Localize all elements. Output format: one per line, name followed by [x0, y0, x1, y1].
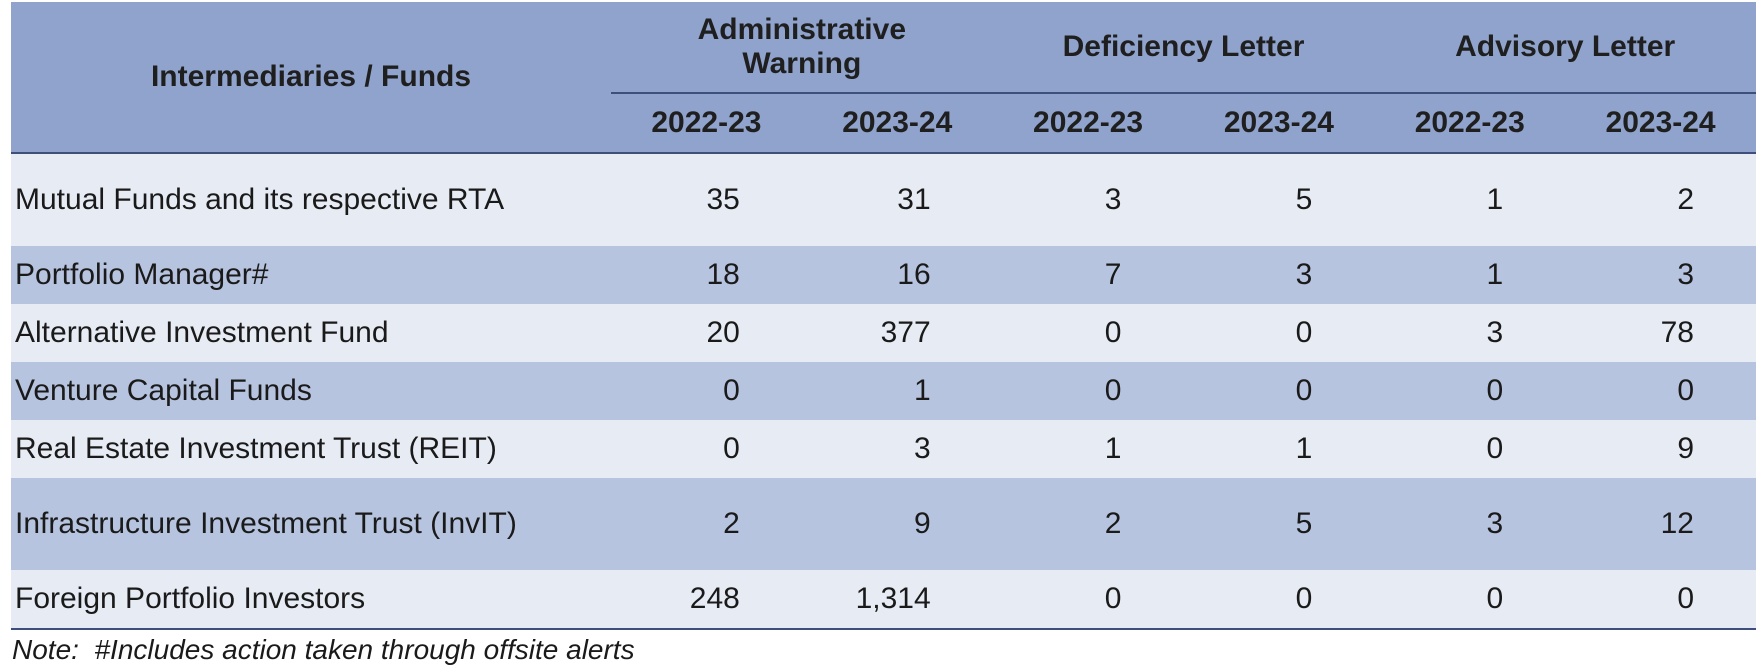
row-label: Mutual Funds and its respective RTA	[11, 153, 611, 246]
table-row: Real Estate Investment Trust (REIT) 0 3 …	[11, 420, 1756, 478]
cell-value: 3	[992, 153, 1184, 246]
year-header: 2022-23	[1374, 93, 1566, 154]
cell-value: 3	[1565, 246, 1756, 304]
year-header: 2023-24	[1183, 93, 1375, 154]
cell-value: 0	[1565, 362, 1756, 420]
table-row: Portfolio Manager# 18 16 7 3 1 3	[11, 246, 1756, 304]
cell-value: 7	[992, 246, 1184, 304]
cell-value: 0	[1374, 570, 1566, 630]
year-header: 2023-24	[801, 93, 993, 154]
row-label: Infrastructure Investment Trust (InvIT)	[11, 478, 611, 570]
table-row: Infrastructure Investment Trust (InvIT) …	[11, 478, 1756, 570]
cell-value: 3	[801, 420, 993, 478]
table-row: Venture Capital Funds 0 1 0 0 0 0	[11, 362, 1756, 420]
cell-value: 9	[1565, 420, 1756, 478]
cell-value: 16	[801, 246, 993, 304]
cell-value: 78	[1565, 304, 1756, 362]
cell-value: 0	[1183, 362, 1375, 420]
cell-value: 3	[1374, 304, 1566, 362]
cell-value: 1	[1183, 420, 1375, 478]
group-header-administrative-warning: Administrative Warning	[611, 2, 993, 94]
header-row-years: 2022-23 2023-24 2022-23 2023-24 2022-23 …	[11, 93, 1756, 154]
cell-value: 0	[1565, 570, 1756, 630]
cell-value: 0	[992, 362, 1184, 420]
header-row-groups: Intermediaries / Funds Administrative Wa…	[11, 2, 1756, 154]
group-header-label: Deficiency Letter	[1062, 30, 1305, 63]
table-body: Mutual Funds and its respective RTA 35 3…	[11, 153, 1756, 630]
table-row: Mutual Funds and its respective RTA 35 3…	[11, 153, 1756, 246]
row-label: Foreign Portfolio Investors	[11, 570, 611, 630]
table-header: Intermediaries / Funds Administrative Wa…	[11, 2, 1756, 154]
row-label: Portfolio Manager#	[11, 246, 611, 304]
year-header: 2022-23	[611, 93, 802, 154]
cell-value: 18	[611, 246, 802, 304]
row-label: Venture Capital Funds	[11, 362, 611, 420]
table-row: Foreign Portfolio Investors 248 1,314 0 …	[11, 570, 1756, 630]
cell-value: 0	[611, 362, 802, 420]
year-header: 2023-24	[1565, 93, 1756, 154]
cell-value: 2	[1565, 153, 1756, 246]
cell-value: 0	[1374, 362, 1566, 420]
group-header-label: Advisory Letter	[1455, 30, 1676, 63]
group-header-deficiency-letter: Deficiency Letter	[992, 2, 1375, 94]
cell-value: 2	[992, 478, 1184, 570]
cell-value: 0	[1183, 570, 1375, 630]
cell-value: 0	[992, 304, 1184, 362]
column-header-intermediaries: Intermediaries / Funds	[11, 2, 611, 154]
cell-value: 0	[992, 570, 1184, 630]
row-label: Real Estate Investment Trust (REIT)	[11, 420, 611, 478]
cell-value: 9	[801, 478, 993, 570]
cell-value: 35	[611, 153, 802, 246]
cell-value: 5	[1183, 478, 1375, 570]
group-header-label: Administrative Warning	[697, 13, 907, 80]
cell-value: 0	[1374, 420, 1566, 478]
cell-value: 3	[1183, 246, 1375, 304]
cell-value: 3	[1374, 478, 1566, 570]
year-header: 2022-23	[992, 93, 1184, 154]
cell-value: 377	[801, 304, 993, 362]
cell-value: 1	[1374, 153, 1566, 246]
row-label: Alternative Investment Fund	[11, 304, 611, 362]
group-header-advisory-letter: Advisory Letter	[1374, 2, 1756, 94]
cell-value: 12	[1565, 478, 1756, 570]
cell-value: 1	[1374, 246, 1566, 304]
cell-value: 1	[992, 420, 1184, 478]
cell-value: 1,314	[801, 570, 993, 630]
cell-value: 0	[611, 420, 802, 478]
cell-value: 0	[1183, 304, 1375, 362]
cell-value: 20	[611, 304, 802, 362]
cell-value: 2	[611, 478, 802, 570]
cell-value: 5	[1183, 153, 1375, 246]
cell-value: 31	[801, 153, 993, 246]
enforcement-actions-table: Intermediaries / Funds Administrative Wa…	[11, 2, 1756, 630]
table-row: Alternative Investment Fund 20 377 0 0 3…	[11, 304, 1756, 362]
cell-value: 248	[611, 570, 802, 630]
table-footnote: Note: #Includes action taken through off…	[12, 634, 635, 665]
cell-value: 1	[801, 362, 993, 420]
